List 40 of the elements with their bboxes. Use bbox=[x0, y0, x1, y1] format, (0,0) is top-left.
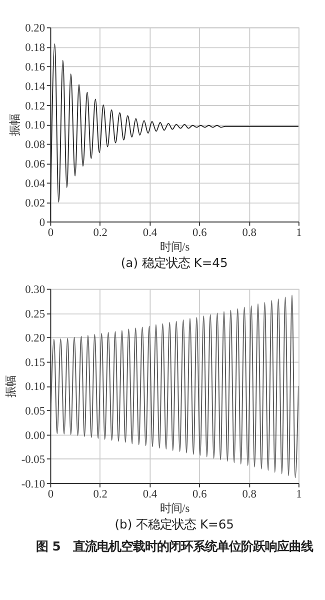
y-tick-label: 0.05 bbox=[25, 405, 46, 418]
x-axis-title: 时间/s bbox=[160, 502, 190, 515]
y-tick-label: 0.04 bbox=[25, 178, 46, 190]
y-tick-label: 0.20 bbox=[25, 332, 46, 345]
x-tick-label: 0.2 bbox=[93, 488, 108, 501]
y-tick-label: 0.14 bbox=[25, 80, 46, 93]
y-tick-label: 0.10 bbox=[25, 381, 46, 394]
y-tick-label: 0.16 bbox=[25, 61, 46, 74]
y-tick-label: 0.06 bbox=[25, 158, 46, 171]
x-tick-label: 0.4 bbox=[142, 488, 158, 501]
y-tick-label: 0.18 bbox=[25, 42, 46, 54]
y-tick-label: 0.00 bbox=[25, 430, 46, 442]
y-tick-label: -0.10 bbox=[21, 478, 46, 490]
x-tick-label: 0.6 bbox=[192, 488, 208, 501]
y-tick-label: 0.10 bbox=[25, 120, 46, 132]
y-tick-label: 0.25 bbox=[25, 308, 46, 320]
y-tick-label: 0 bbox=[39, 216, 46, 229]
x-tick-label: 0.6 bbox=[192, 227, 208, 240]
y-tick-label: 0.08 bbox=[25, 139, 46, 152]
y-tick-label: 0.20 bbox=[25, 22, 46, 35]
line-series bbox=[50, 294, 298, 478]
caption: 图 5 直流电机空载时的闭环系统单位阶跃响应曲线 bbox=[36, 539, 313, 554]
x-tick-label: 0.8 bbox=[242, 488, 257, 501]
y-tick-label: 0.15 bbox=[25, 356, 46, 369]
y-tick-label: 0.02 bbox=[25, 197, 46, 210]
x-tick-label: 1 bbox=[296, 488, 302, 501]
x-tick-label: 0.4 bbox=[142, 227, 158, 240]
y-axis-title: 振幅 bbox=[9, 114, 22, 136]
y-axis-title: 振幅 bbox=[6, 375, 18, 398]
x-tick-label: 0 bbox=[48, 488, 54, 501]
x-tick-label: 0.2 bbox=[93, 227, 108, 240]
x-tick-label: 1 bbox=[296, 227, 302, 240]
y-tick-label: -0.05 bbox=[21, 454, 46, 466]
x-tick-label: 0.8 bbox=[242, 227, 257, 240]
x-tick-label: 0 bbox=[48, 227, 54, 240]
x-axis-title: 时间/s bbox=[160, 240, 190, 254]
text: (a) 稳定状态 K=45 bbox=[120, 256, 228, 270]
text: (b) 不稳定状态 K=65 bbox=[114, 518, 234, 532]
y-tick-label: 0.12 bbox=[25, 100, 46, 112]
y-tick-label: 0.30 bbox=[25, 284, 46, 296]
